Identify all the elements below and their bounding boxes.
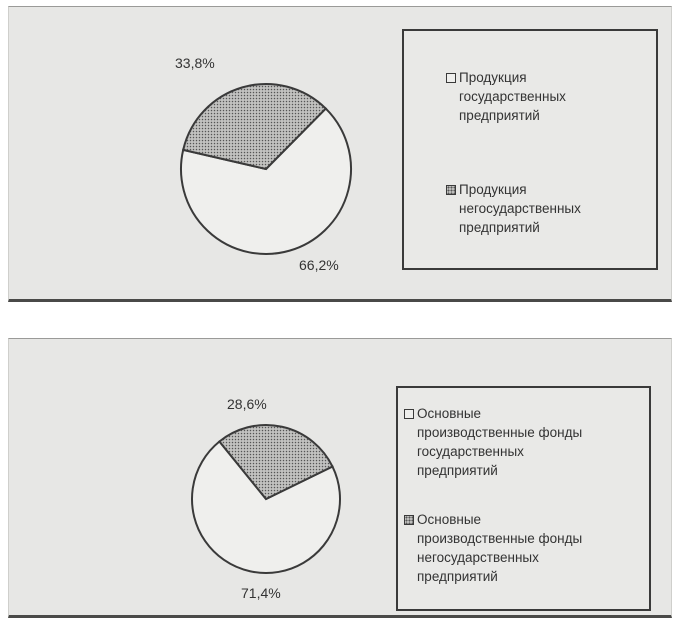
pie-slice-state xyxy=(180,107,352,255)
legend-swatch-dotted xyxy=(446,185,456,195)
legend-text-nonstate: Продукция негосударственных предприятий xyxy=(459,182,581,235)
slice-label-nonstate: 33,8% xyxy=(175,55,215,71)
chart-panel-1: 33,8% 66,2% Продукция государственных пр… xyxy=(8,6,672,302)
legend-2: Основные производственные фонды государс… xyxy=(396,386,651,611)
pie-chart-1 xyxy=(180,83,352,255)
legend-swatch-light xyxy=(446,73,456,83)
slice-label-nonstate: 28,6% xyxy=(227,396,267,412)
legend-text-state: Основные производственные фонды государс… xyxy=(417,406,583,478)
pie-slice-state xyxy=(191,440,341,574)
slice-label-state: 66,2% xyxy=(299,257,339,273)
legend-swatch-dotted xyxy=(404,515,414,525)
pie-slice-nonstate xyxy=(218,424,334,501)
chart-panel-2: 28,6% 71,4% Основные производственные фо… xyxy=(8,338,672,618)
legend-text-state: Продукция государственных предприятий xyxy=(459,70,566,123)
pie-chart-2 xyxy=(191,424,341,574)
legend-swatch-light xyxy=(404,409,414,419)
pie-slice-nonstate xyxy=(181,83,328,171)
slice-label-state: 71,4% xyxy=(241,585,281,601)
legend-1: Продукция государственных предприятий Пр… xyxy=(402,29,658,270)
legend-text-nonstate: Основные производственные фонды негосуда… xyxy=(417,512,583,584)
